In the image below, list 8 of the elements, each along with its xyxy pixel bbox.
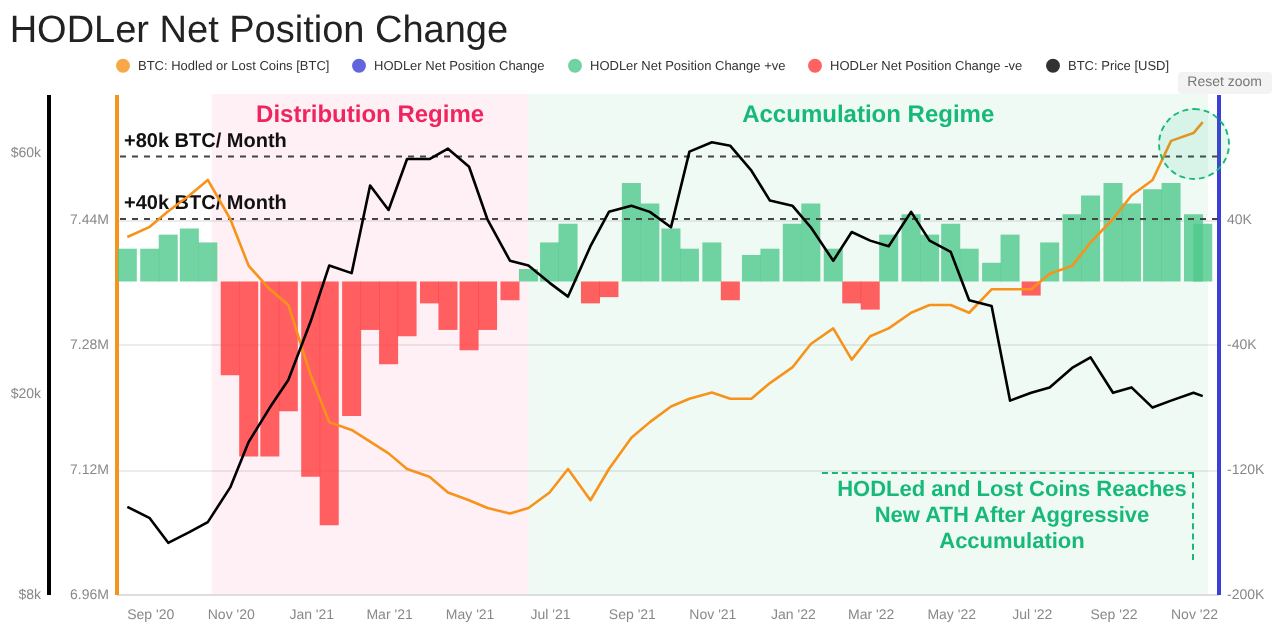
band-label: Accumulation Regime bbox=[742, 100, 995, 128]
annotation: HODLed and Lost Coins Reaches New ATH After Aggressive Accumulation bbox=[835, 478, 1189, 556]
ref-line-label: +80k BTC/ Month bbox=[124, 130, 287, 153]
bar bbox=[879, 234, 899, 282]
chart-title: HODLer Net Position Change bbox=[9, 10, 509, 52]
band-label: Distribution Regime bbox=[256, 100, 485, 128]
bar bbox=[720, 281, 740, 301]
bar bbox=[1040, 242, 1060, 282]
